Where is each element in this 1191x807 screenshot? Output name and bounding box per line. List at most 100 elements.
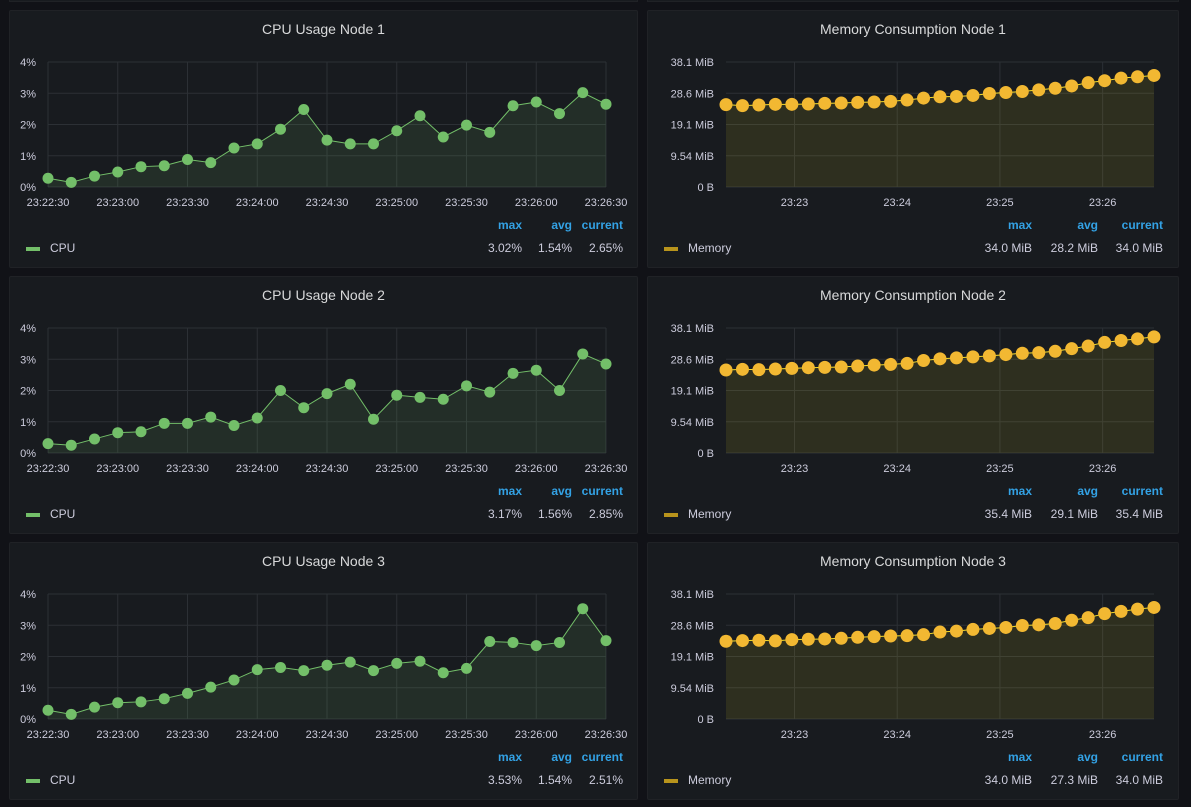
data-point[interactable] [577, 348, 589, 360]
data-point[interactable] [1081, 611, 1095, 625]
data-point[interactable] [42, 438, 54, 450]
data-point[interactable] [554, 636, 565, 648]
data-point[interactable] [275, 661, 286, 673]
legend-header-max[interactable]: max [1008, 484, 1032, 498]
data-point[interactable] [600, 98, 612, 110]
data-point[interactable] [554, 108, 565, 120]
data-point[interactable] [275, 385, 286, 396]
data-point[interactable] [1131, 602, 1145, 616]
data-point[interactable] [768, 97, 782, 111]
data-point[interactable] [251, 664, 263, 676]
data-point[interactable] [966, 350, 980, 364]
data-point[interactable] [321, 659, 333, 671]
data-point[interactable] [966, 622, 980, 636]
legend-header-max[interactable]: max [1008, 750, 1032, 764]
data-point[interactable] [228, 142, 240, 154]
data-point[interactable] [834, 96, 848, 110]
data-point[interactable] [158, 693, 170, 705]
data-point[interactable] [1131, 332, 1145, 346]
data-point[interactable] [344, 378, 356, 390]
data-point[interactable] [1147, 330, 1161, 344]
data-point[interactable] [884, 629, 898, 643]
panel-title[interactable]: Memory Consumption Node 3 [820, 553, 1006, 569]
data-point[interactable] [298, 665, 310, 677]
data-point[interactable] [89, 170, 100, 182]
legend-swatch[interactable] [664, 247, 678, 251]
data-point[interactable] [135, 161, 147, 173]
data-point[interactable] [851, 359, 865, 373]
data-point[interactable] [1065, 342, 1079, 356]
data-point[interactable] [391, 657, 403, 669]
panel-memory-consumption-node-1[interactable]: Memory Consumption Node 1 0 B 9.54 MiB 19.… [647, 10, 1179, 268]
panel-title[interactable]: CPU Usage Node 3 [262, 553, 385, 569]
chart-svg[interactable]: 0 B 9.54 MiB 19.1 MiB 28.6 MiB 38.1 MiB 23:23… [648, 277, 1178, 533]
legend-header-current[interactable]: current [1122, 484, 1163, 498]
data-point[interactable] [135, 426, 147, 438]
data-point[interactable] [368, 138, 379, 150]
data-point[interactable] [801, 361, 815, 375]
data-point[interactable] [65, 176, 77, 188]
data-point[interactable] [851, 630, 865, 644]
data-point[interactable] [999, 348, 1013, 362]
data-point[interactable] [785, 361, 799, 375]
data-point[interactable] [1048, 81, 1062, 95]
data-point[interactable] [228, 674, 240, 686]
data-point[interactable] [205, 681, 217, 693]
data-point[interactable] [785, 633, 799, 647]
chart-svg[interactable]: 0 B 9.54 MiB 19.1 MiB 28.6 MiB 38.1 MiB 23:23… [648, 11, 1178, 267]
chart-svg[interactable]: 0% 1% 2% 3% 4% 23:22:30 23:23:00 23:23:30 23:24:… [10, 11, 637, 267]
data-point[interactable] [1015, 618, 1029, 632]
data-point[interactable] [484, 636, 496, 647]
data-point[interactable] [414, 110, 426, 122]
data-point[interactable] [933, 625, 947, 639]
data-point[interactable] [158, 417, 170, 429]
legend-header-current[interactable]: current [1122, 750, 1163, 764]
data-point[interactable] [1048, 344, 1062, 358]
legend-header-avg[interactable]: avg [1077, 484, 1098, 498]
data-point[interactable] [884, 357, 898, 371]
data-point[interactable] [461, 662, 472, 674]
data-point[interactable] [1114, 604, 1128, 618]
data-point[interactable] [600, 635, 612, 647]
data-point[interactable] [1098, 607, 1112, 621]
legend-header-current[interactable]: current [582, 750, 623, 764]
data-point[interactable] [982, 349, 996, 363]
data-point[interactable] [368, 665, 379, 677]
data-point[interactable] [801, 97, 815, 111]
data-point[interactable] [577, 87, 589, 99]
data-point[interactable] [89, 701, 100, 713]
panel-title[interactable]: CPU Usage Node 2 [262, 287, 385, 303]
data-point[interactable] [768, 362, 782, 376]
data-point[interactable] [530, 96, 542, 108]
legend-series-name[interactable]: CPU [50, 241, 75, 255]
data-point[interactable] [577, 603, 589, 615]
data-point[interactable] [507, 367, 519, 379]
legend-series-name[interactable]: Memory [688, 241, 731, 255]
data-point[interactable] [1032, 346, 1046, 360]
data-point[interactable] [999, 620, 1013, 634]
data-point[interactable] [437, 131, 449, 143]
data-point[interactable] [1114, 333, 1128, 347]
legend-header-max[interactable]: max [1008, 218, 1032, 232]
panel-cpu-usage-node-3[interactable]: CPU Usage Node 3 0% 1% 2% 3% 4% 23:22:30 23:23… [9, 542, 638, 800]
data-point[interactable] [65, 439, 77, 451]
data-point[interactable] [818, 96, 832, 110]
legend-series-name[interactable]: CPU [50, 773, 75, 787]
data-point[interactable] [461, 119, 472, 131]
legend-swatch[interactable] [26, 779, 40, 783]
data-point[interactable] [1065, 79, 1079, 93]
data-point[interactable] [949, 89, 963, 103]
chart-svg[interactable]: 0% 1% 2% 3% 4% 23:22:30 23:23:00 23:23:30 23:24:… [10, 543, 637, 799]
data-point[interactable] [719, 363, 733, 377]
data-point[interactable] [530, 364, 542, 376]
legend-header-current[interactable]: current [1122, 218, 1163, 232]
data-point[interactable] [437, 667, 449, 679]
data-point[interactable] [867, 95, 881, 109]
data-point[interactable] [182, 417, 193, 429]
legend-swatch[interactable] [26, 247, 40, 251]
data-point[interactable] [112, 166, 124, 178]
data-point[interactable] [112, 427, 124, 439]
data-point[interactable] [1098, 335, 1112, 349]
data-point[interactable] [900, 629, 914, 643]
data-point[interactable] [251, 138, 263, 150]
